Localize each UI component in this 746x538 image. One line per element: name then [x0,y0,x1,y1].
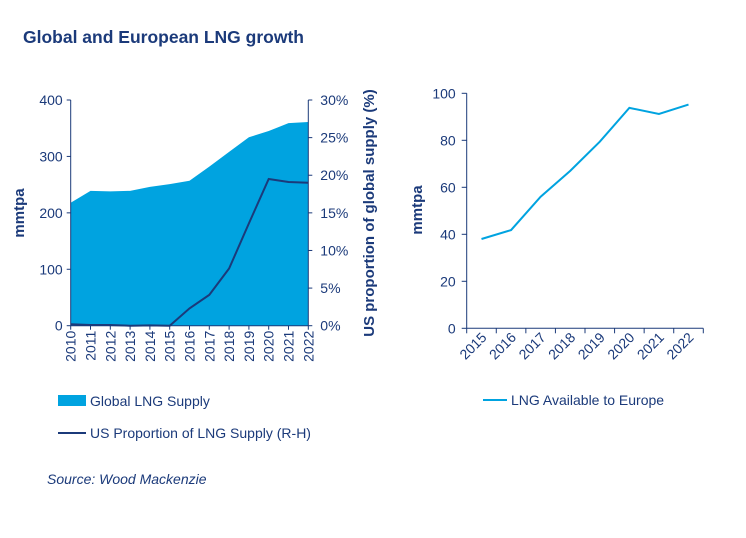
x-tick-label: 2016 [182,330,198,361]
left-y-axis-label: mmtpa [11,188,28,238]
x-tick-label: 2010 [63,330,79,361]
source-note: Source: Wood Mackenzie [47,471,207,487]
x-tick-label: 2017 [515,329,548,362]
x-tick-label: 2011 [83,330,99,360]
right-y-tick-label: 15% [320,205,348,221]
x-tick-label: 2022 [300,330,316,361]
legend-label-lng-available: LNG Available to Europe [511,392,664,408]
right-y-tick-label: 0% [320,318,340,334]
y-tick-label: 40 [440,226,456,242]
x-tick-label: 2019 [241,330,257,361]
legend-swatch-global-lng-supply [58,395,86,406]
right-y-tick-label: 10% [320,242,348,258]
y-tick-label: 100 [432,85,456,101]
x-tick-label: 2022 [663,329,696,362]
right-y-tick-label: 5% [320,280,340,296]
y-tick-label: 20 [440,273,456,289]
left-y-tick-label: 200 [39,205,63,221]
x-tick-label: 2015 [162,330,178,361]
legend-label-us-proportion: US Proportion of LNG Supply (R-H) [90,425,311,441]
left-y-tick-label: 100 [39,261,63,277]
x-tick-label: 2018 [545,329,578,362]
x-tick-label: 2014 [142,330,158,361]
global-lng-supply-area [70,122,309,326]
left-y-tick-label: 0 [55,318,63,334]
right-y-tick-label: 30% [320,92,348,108]
right-y-tick-label: 25% [320,130,348,146]
y-tick-label: 60 [440,179,456,195]
x-tick-label: 2017 [201,330,217,361]
x-tick-label: 2015 [456,329,489,362]
legend-label-global-lng-supply: Global LNG Supply [90,393,210,409]
x-tick-label: 2018 [221,330,237,361]
x-tick-label: 2019 [575,329,608,362]
x-tick-label: 2020 [261,330,277,361]
figure-title: Global and European LNG growth [23,27,304,47]
x-tick-label: 2012 [102,330,118,361]
y-tick-label: 80 [440,132,456,148]
x-tick-label: 2021 [281,330,297,361]
left-y-tick-label: 400 [39,92,63,108]
x-tick-label: 2021 [634,329,667,362]
right-y-tick-label: 20% [320,167,348,183]
left-y-tick-label: 300 [39,148,63,164]
y-axis-label: mmtpa [409,185,426,235]
x-tick-label: 2013 [122,330,138,361]
x-tick-label: 2016 [486,329,519,362]
lng-available-to-europe-line [481,103,689,240]
x-tick-label: 2020 [604,329,637,362]
right-y-axis-label: US proportion of global supply (%) [361,89,378,336]
y-tick-label: 0 [448,320,456,336]
us-proportion-line [70,177,309,327]
